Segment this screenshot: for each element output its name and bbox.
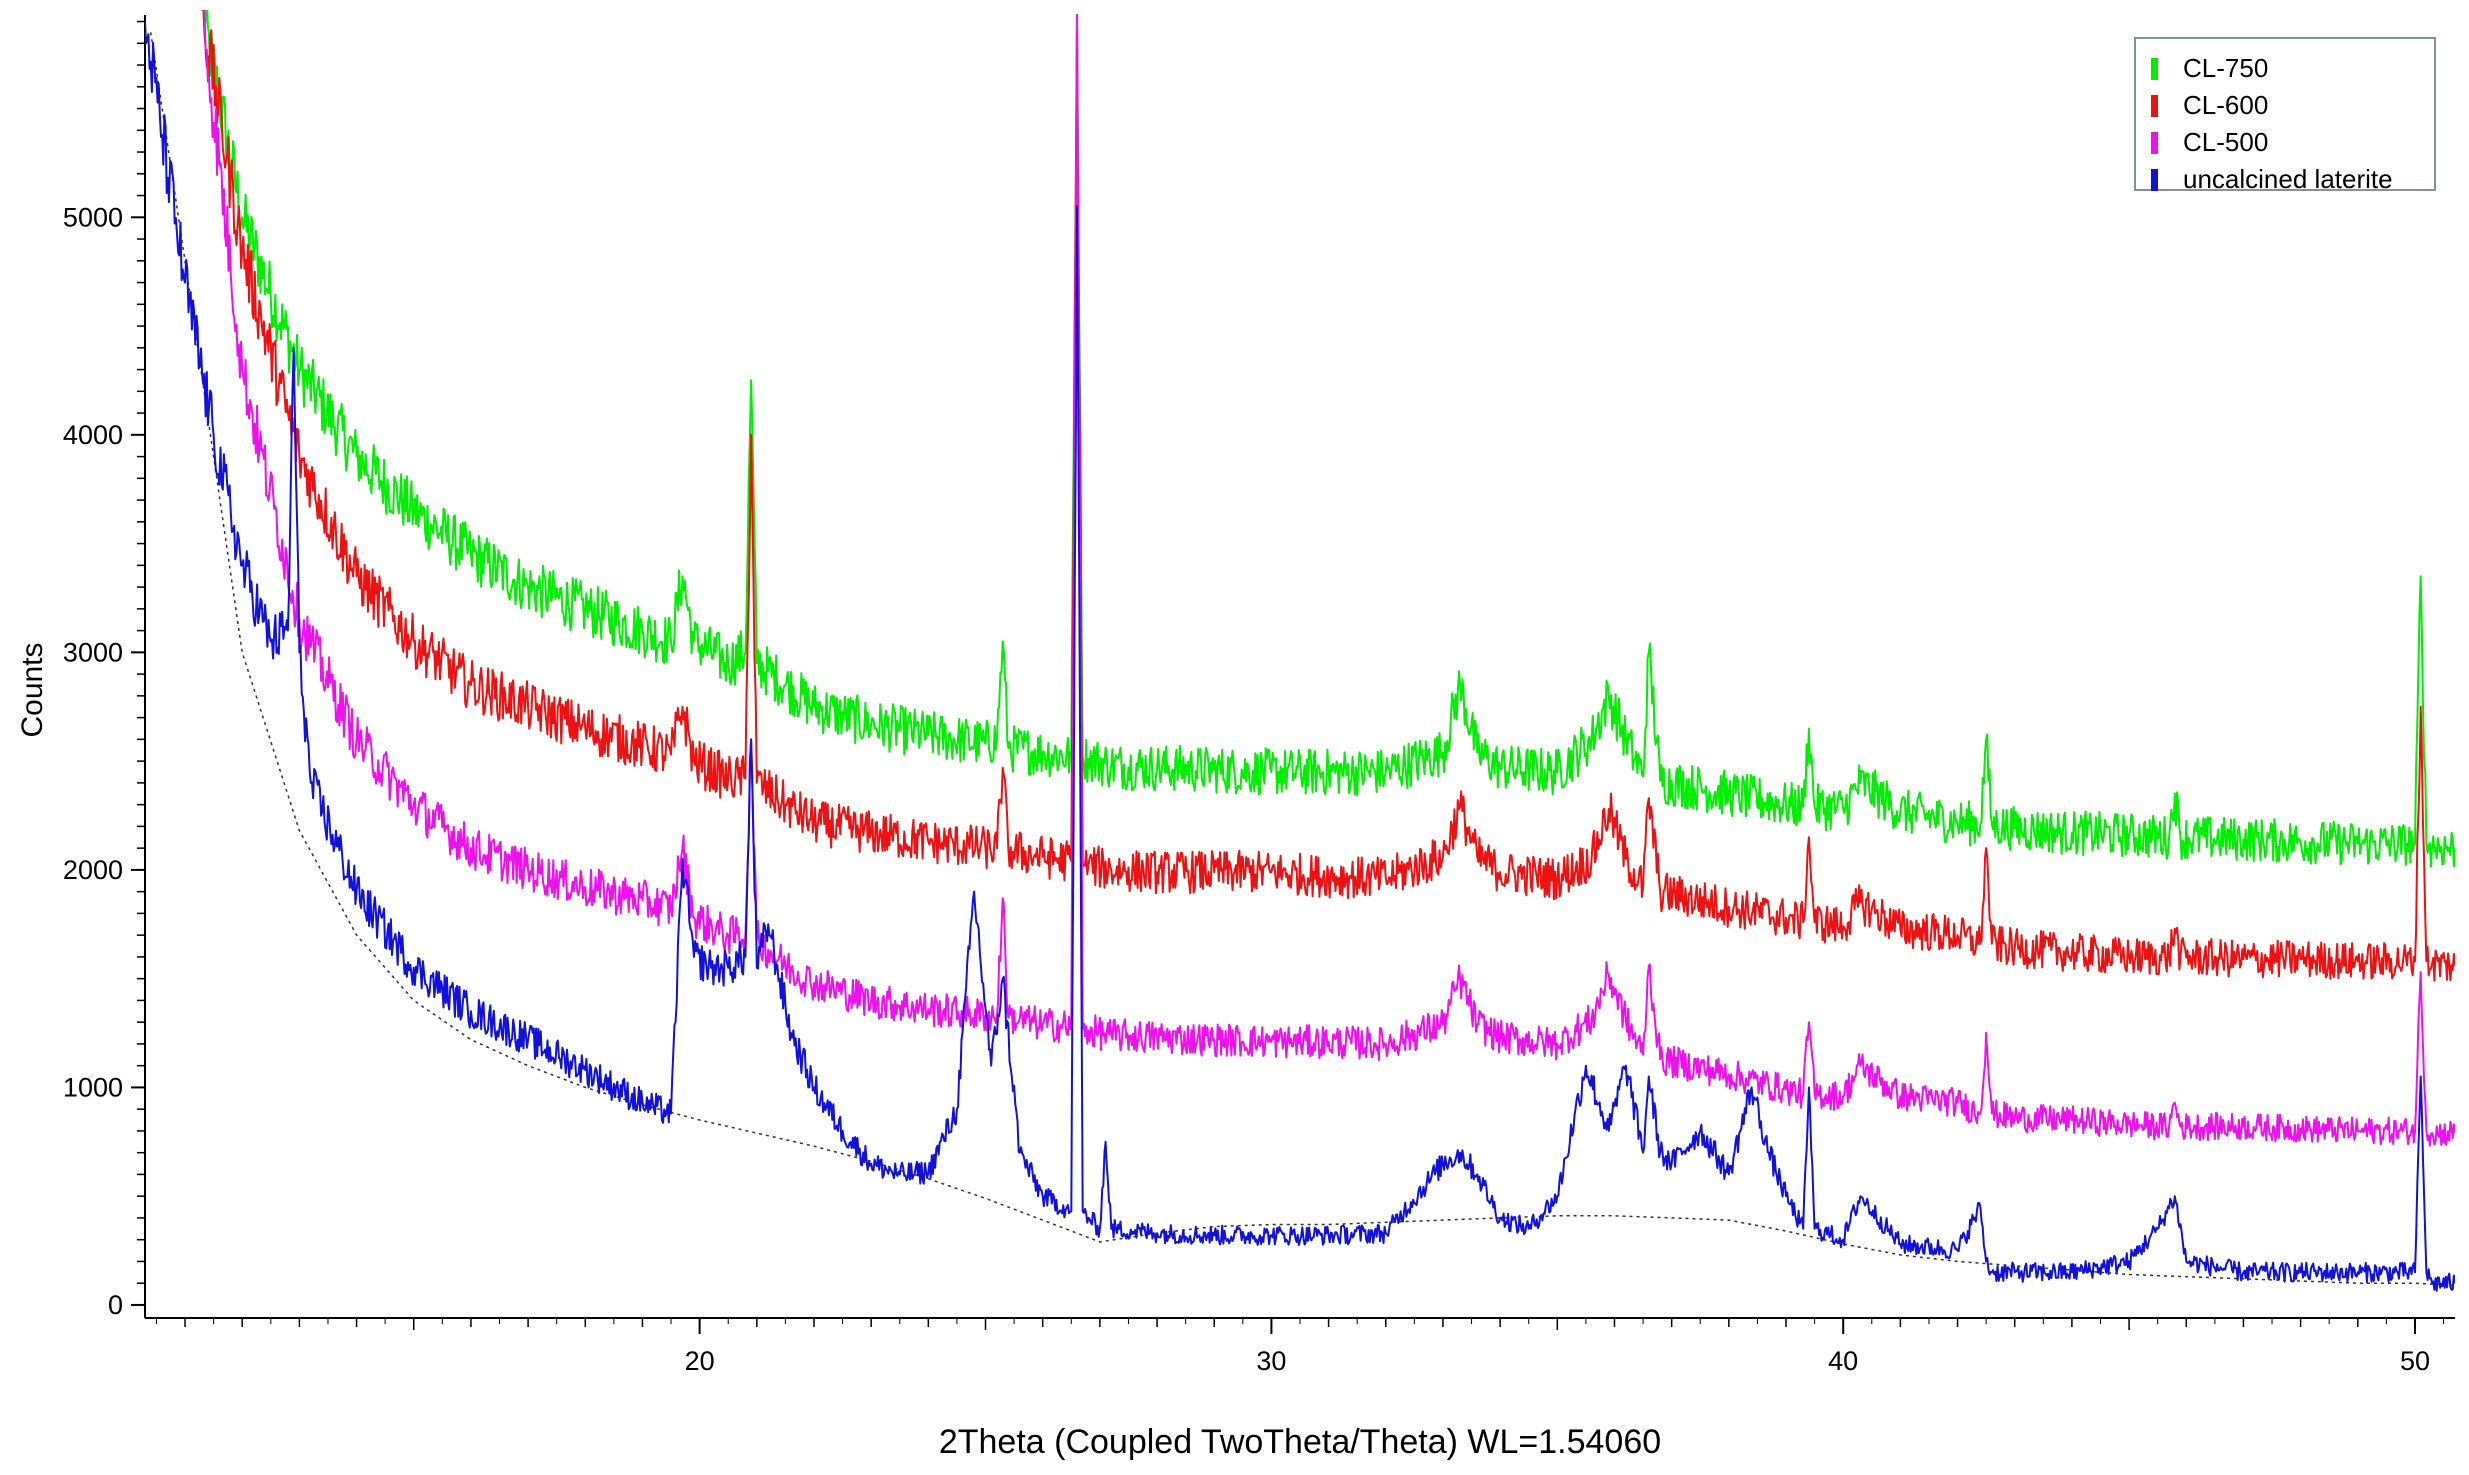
y-axis-label: Counts: [16, 642, 49, 737]
legend-label: CL-750: [2183, 53, 2268, 83]
y-tick-label: 5000: [63, 202, 123, 232]
x-axis-label: 2Theta (Coupled TwoTheta/Theta) WL=1.540…: [939, 1423, 1661, 1461]
y-tick-label: 2000: [63, 855, 123, 885]
series-layer: [145, 10, 2455, 1292]
legend-swatch: [2151, 95, 2158, 117]
x-tick-label: 50: [2400, 1346, 2430, 1376]
series-line-1: [201, 10, 2455, 868]
background-curve: [149, 32, 2455, 1287]
y-tick-label: 3000: [63, 637, 123, 667]
series-line-3: [201, 10, 2455, 1147]
background-curves-layer: [149, 32, 2455, 1287]
y-tick-label: 4000: [63, 420, 123, 450]
x-tick-label: 20: [685, 1346, 715, 1376]
legend-swatch: [2151, 169, 2158, 191]
y-tick-label: 0: [108, 1290, 123, 1320]
axes-layer: 0 1000 2000 3000 4000 5000 20 30 40 50: [63, 15, 2455, 1376]
legend-label: uncalcined laterite: [2183, 164, 2393, 194]
y-tick-label: 1000: [63, 1072, 123, 1102]
legend-swatch: [2151, 58, 2158, 80]
legend-label: CL-500: [2183, 127, 2268, 157]
x-tick-label: 30: [1256, 1346, 1286, 1376]
legend-box: [2134, 37, 2436, 191]
series-line-2: [201, 10, 2455, 982]
legend-label: CL-600: [2183, 90, 2268, 120]
series-line-4: [145, 21, 2455, 1292]
legend-swatch: [2151, 132, 2158, 154]
legend: CL-750 CL-600 CL-500 uncalcined laterite: [2134, 37, 2436, 194]
x-tick-label: 40: [1828, 1346, 1858, 1376]
